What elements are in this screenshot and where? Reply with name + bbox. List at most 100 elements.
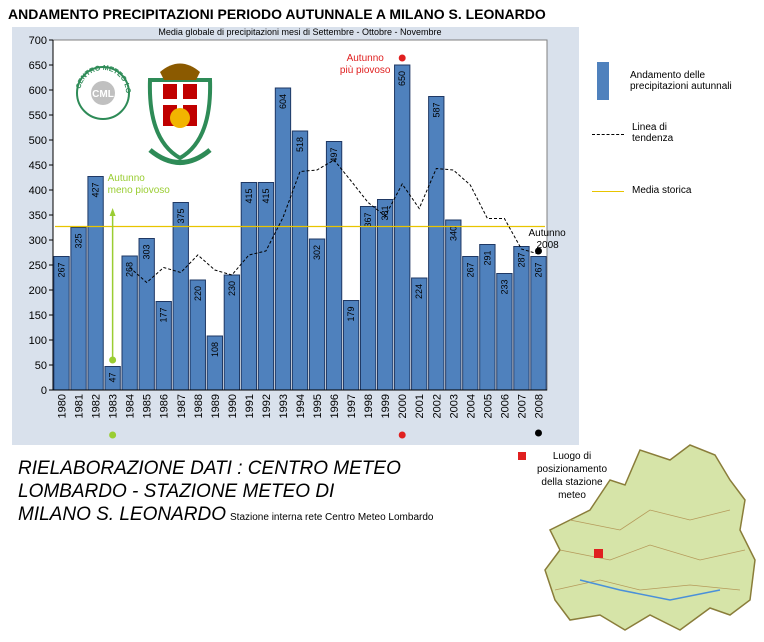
y-tick-label: 50 bbox=[35, 360, 47, 372]
bar-1996 bbox=[325, 141, 343, 391]
bar-value-label: 415 bbox=[244, 189, 254, 204]
x-tick-label: 1984 bbox=[125, 394, 137, 418]
bar-value-label: 367 bbox=[363, 213, 373, 228]
credit-line-2: LOMBARDO - STAZIONE METEO DI bbox=[18, 481, 335, 502]
y-tick-label: 550 bbox=[29, 110, 47, 122]
x-tick-label: 1998 bbox=[363, 394, 375, 418]
x-tick-label: 1983 bbox=[108, 394, 120, 418]
chart-subtitle: Media globale di precipitazioni mesi di … bbox=[158, 27, 441, 37]
x-tick-label: 1985 bbox=[142, 394, 154, 418]
x-tick-label: 1987 bbox=[176, 394, 188, 418]
legend-trend-label: Linea di tendenza bbox=[632, 122, 674, 144]
x-tick-label: 1993 bbox=[278, 394, 290, 418]
y-tick-label: 0 bbox=[41, 385, 47, 397]
bar-value-label: 233 bbox=[499, 280, 509, 295]
y-tick-label: 350 bbox=[29, 210, 47, 222]
bar-1981 bbox=[70, 227, 87, 391]
y-tick-label: 200 bbox=[29, 285, 47, 297]
legend-mean-swatch bbox=[592, 191, 624, 192]
x-tick-label: 2002 bbox=[431, 394, 443, 418]
driest-marker-top bbox=[109, 356, 117, 364]
bar-value-label: 587 bbox=[431, 103, 441, 118]
bar-2002 bbox=[428, 96, 445, 391]
x-tick-label: 1989 bbox=[210, 394, 222, 418]
bar-value-label: 267 bbox=[465, 263, 475, 278]
legend-bar-label: Andamento delle precipitazioni autunnali bbox=[630, 70, 732, 92]
latest-marker-top bbox=[534, 247, 542, 255]
y-tick-label: 150 bbox=[29, 310, 47, 322]
x-tick-label: 1994 bbox=[295, 394, 307, 418]
legend-trend-swatch bbox=[592, 134, 624, 135]
bar-value-label: 303 bbox=[142, 245, 152, 260]
bar-value-label: 415 bbox=[261, 189, 271, 204]
bar-value-label: 177 bbox=[159, 308, 169, 323]
x-tick-label: 2004 bbox=[465, 394, 477, 418]
bar-value-label: 108 bbox=[210, 342, 220, 357]
bar-value-label: 497 bbox=[329, 148, 339, 163]
milano-crest-emblem bbox=[147, 63, 213, 165]
credit-note: Stazione interna rete Centro Meteo Lomba… bbox=[230, 512, 434, 523]
bar-value-label: 375 bbox=[176, 209, 186, 224]
bar-value-label: 230 bbox=[227, 281, 237, 296]
bar-2003 bbox=[445, 219, 462, 391]
bar-1991 bbox=[240, 182, 258, 391]
bar-value-label: 325 bbox=[74, 234, 84, 249]
bar-value-label: 518 bbox=[295, 137, 305, 152]
bar-value-label: 268 bbox=[125, 262, 135, 277]
x-tick-label: 1999 bbox=[380, 394, 392, 418]
bar-1994 bbox=[291, 130, 309, 391]
bar-value-label: 340 bbox=[448, 226, 458, 241]
bar-value-label: 604 bbox=[278, 94, 288, 109]
x-tick-label: 1992 bbox=[261, 394, 273, 418]
latest-marker-bottom bbox=[534, 429, 542, 437]
y-tick-label: 700 bbox=[29, 35, 47, 47]
bar-1998 bbox=[359, 206, 377, 391]
y-tick-label: 600 bbox=[29, 85, 47, 97]
map-marker-swatch bbox=[518, 452, 526, 460]
lombardy-map bbox=[544, 444, 756, 631]
map-legend: Luogo di posizionamento della stazione m… bbox=[518, 450, 612, 502]
bar-value-label: 650 bbox=[397, 71, 407, 86]
x-tick-label: 1980 bbox=[57, 394, 69, 418]
map-label-text: Luogo di posizionamento della stazione m… bbox=[536, 451, 608, 501]
x-tick-label: 2000 bbox=[397, 394, 409, 418]
y-tick-label: 100 bbox=[29, 335, 47, 347]
bar-value-label: 179 bbox=[346, 307, 356, 322]
x-tick-label: 2005 bbox=[482, 394, 494, 418]
data-credit: RIELABORAZIONE DATI : CENTRO METEO LOMBA… bbox=[18, 457, 433, 529]
x-tick-label: 1996 bbox=[329, 394, 341, 418]
bar-value-label: 267 bbox=[533, 263, 543, 278]
x-tick-label: 1986 bbox=[159, 394, 171, 418]
driest-annotation: Autunno meno piovoso bbox=[108, 173, 171, 196]
bar-1987 bbox=[172, 202, 189, 391]
x-tick-label: 1997 bbox=[346, 394, 358, 418]
bar-value-label: 291 bbox=[482, 251, 492, 266]
page-title: ANDAMENTO PRECIPITAZIONI PERIODO AUTUNNA… bbox=[8, 6, 546, 22]
bar-value-label: 287 bbox=[516, 253, 526, 268]
cml-mark-text: CML bbox=[92, 89, 114, 100]
x-tick-label: 1988 bbox=[193, 394, 205, 418]
credit-line-1: RIELABORAZIONE DATI : CENTRO METEO bbox=[18, 458, 401, 479]
bar-1995 bbox=[308, 238, 326, 391]
bar-1993 bbox=[274, 87, 292, 391]
bar-value-label: 47 bbox=[108, 373, 118, 383]
bar-value-label: 220 bbox=[193, 286, 203, 301]
y-tick-label: 650 bbox=[29, 60, 47, 72]
wettest-annotation: Autunno più piovoso bbox=[340, 53, 391, 76]
legend-mean-label: Media storica bbox=[632, 185, 692, 196]
bar-value-label: 427 bbox=[91, 183, 101, 198]
credit-line-3: MILANO S. LEONARDO bbox=[18, 504, 226, 525]
x-tick-label: 1982 bbox=[91, 394, 103, 418]
trend-line bbox=[129, 159, 539, 284]
x-tick-label: 2008 bbox=[533, 394, 545, 418]
y-tick-label: 250 bbox=[29, 260, 47, 272]
driest-marker-bottom bbox=[109, 431, 117, 439]
x-tick-label: 2001 bbox=[414, 394, 426, 418]
y-tick-label: 300 bbox=[29, 235, 47, 247]
bar-value-label: 302 bbox=[312, 245, 322, 260]
bar-value-label: 224 bbox=[414, 284, 424, 299]
latest-annotation: Autunno 2008 bbox=[528, 228, 566, 251]
legend-bar-swatch bbox=[597, 62, 609, 100]
y-tick-label: 400 bbox=[29, 185, 47, 197]
